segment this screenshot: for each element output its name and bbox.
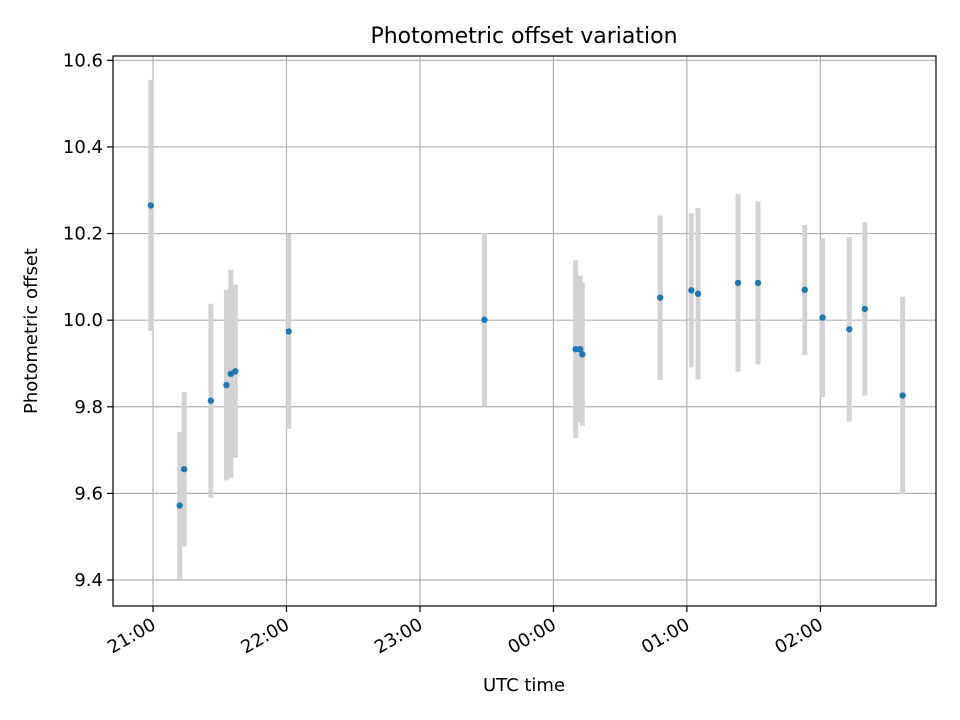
- data-point: [232, 368, 239, 375]
- data-point: [180, 465, 188, 473]
- data-point: [694, 290, 702, 297]
- y-tick-label: 10.0: [63, 310, 103, 331]
- chart-title: Photometric offset variation: [370, 24, 677, 49]
- y-axis-ticks: 9.4 9.6 9.8 10.0 10.2 10.4 10.6: [63, 50, 113, 591]
- y-tick-label: 10.4: [63, 137, 103, 158]
- data-point: [572, 345, 579, 353]
- data-point: [861, 305, 869, 313]
- y-tick-label: 10.2: [63, 224, 103, 245]
- data-point: [285, 328, 292, 335]
- data-point: [207, 397, 215, 404]
- y-tick-label: 9.4: [74, 570, 103, 591]
- plot-frame: [112, 55, 937, 607]
- data-point: [176, 502, 183, 509]
- data-point: [579, 351, 586, 358]
- data-point: [688, 287, 695, 294]
- data-point: [576, 345, 584, 353]
- data-point: [656, 294, 664, 301]
- x-axis-label: UTC time: [483, 675, 565, 696]
- y-axis-label: Photometric offset: [21, 248, 42, 414]
- data-point: [801, 286, 808, 294]
- data-point: [223, 381, 230, 389]
- y-tick-label: 10.6: [63, 50, 103, 71]
- data-point: [147, 202, 155, 209]
- y-tick-label: 9.6: [74, 483, 103, 504]
- data-point: [899, 392, 906, 399]
- data-point: [819, 314, 826, 321]
- y-tick-label: 9.8: [74, 397, 103, 418]
- data-point: [481, 316, 488, 323]
- data-point: [734, 279, 742, 287]
- data-point: [754, 279, 762, 287]
- data-point: [846, 326, 853, 333]
- data-points: [147, 202, 906, 509]
